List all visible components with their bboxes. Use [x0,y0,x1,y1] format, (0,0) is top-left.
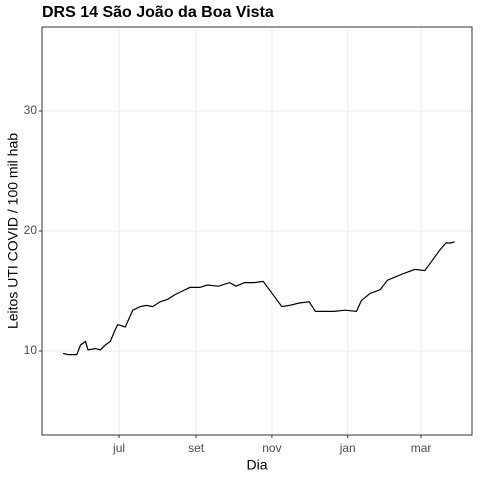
panel-border [41,26,473,436]
x-tick-label: set [188,441,205,455]
x-tick-label: nov [262,441,281,455]
y-tick-label: 20 [24,223,38,237]
x-tick-label: jul [112,441,125,455]
line [62,241,455,356]
x-axis-label: Dia [246,457,267,473]
chart-title: DRS 14 São João da Boa Vista [42,4,274,21]
y-tick-label: 10 [24,343,38,357]
y-tick-label: 30 [24,103,38,117]
x-tick-label: jan [339,441,356,455]
x-tick-label: mar [411,441,432,455]
y-axis-label: Leitos UTI COVID / 100 mil hab [5,133,21,329]
